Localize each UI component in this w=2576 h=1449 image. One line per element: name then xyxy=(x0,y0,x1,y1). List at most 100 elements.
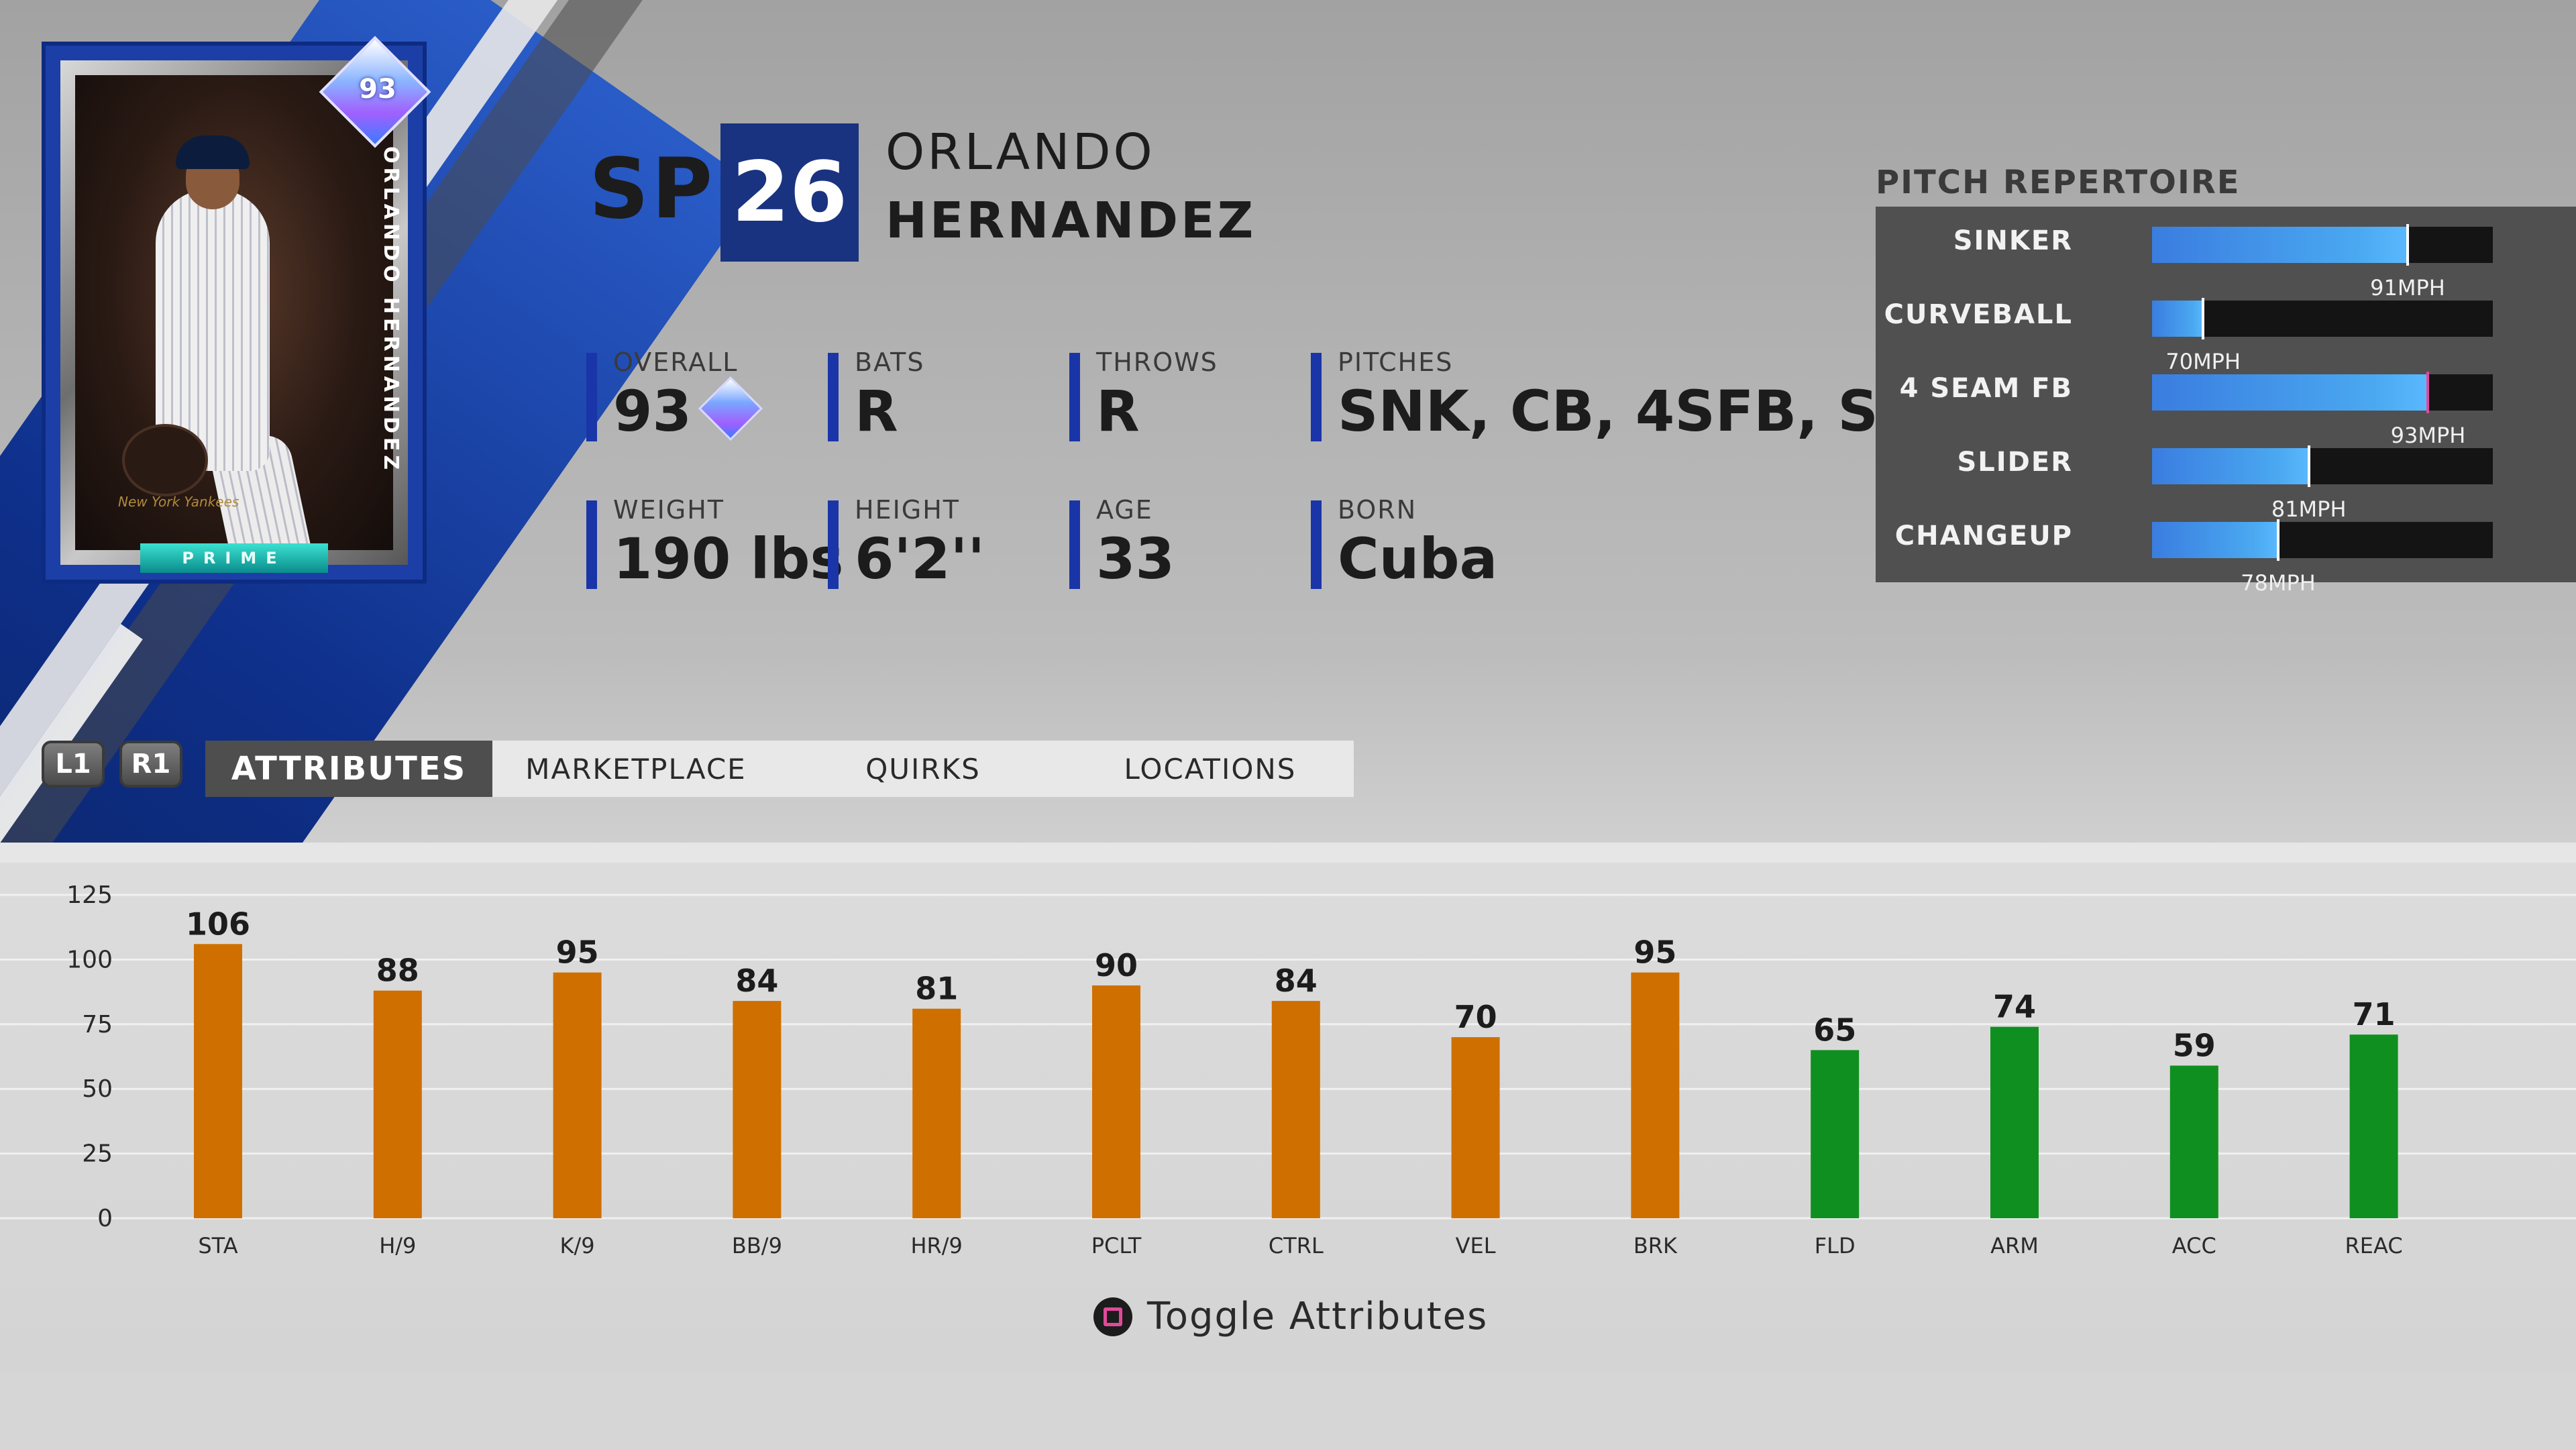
player-photo: New York Yankees xyxy=(75,75,393,550)
pitch-speed-marker xyxy=(2276,519,2279,561)
pitch-speed-fill xyxy=(2152,522,2278,558)
stat-overall-label: OVERALL xyxy=(613,347,739,377)
player-card: New York Yankees ORLANDO HERNANDEZ 93 PR… xyxy=(42,36,431,584)
tab-marketplace[interactable]: MARKETPLACE xyxy=(492,741,780,797)
attribute-bar xyxy=(194,944,242,1218)
stat-age-value: 33 xyxy=(1096,526,1175,592)
stat-throws-label: THROWS xyxy=(1096,347,1218,377)
attribute-value-label: 84 xyxy=(735,963,778,999)
attribute-bar xyxy=(2349,1034,2398,1218)
attributes-chart: 0 25 50 75 100 125 106 STA 88 H/9 95 K/9 84 BB/9 81 HR/… xyxy=(0,881,2576,1258)
stat-weight-label: WEIGHT xyxy=(613,495,725,525)
pitch-repertoire-title: PITCH REPERTOIRE xyxy=(1876,164,2241,201)
attribute-category-label: VEL xyxy=(1456,1233,1496,1258)
attribute-category-label: REAC xyxy=(2345,1233,2403,1258)
stat-overall: OVERALL 93 xyxy=(586,347,763,444)
diamond-icon xyxy=(698,376,763,441)
card-rating: 93 xyxy=(359,74,396,105)
pitch-name: 4 SEAM FB xyxy=(1899,373,2073,404)
attribute-bar xyxy=(373,990,422,1218)
pitch-speed-bar: 91MPH xyxy=(2152,224,2493,301)
pitch-row: 4 SEAM FB 93MPH xyxy=(1876,364,2576,448)
attribute-category-label: PCLT xyxy=(1091,1233,1142,1258)
pitch-speed-marker xyxy=(2307,445,2310,487)
photo-figure-body xyxy=(156,189,270,471)
attribute-category-label: BRK xyxy=(1633,1233,1678,1258)
pitch-speed-label: 70MPH xyxy=(2165,349,2241,374)
toggle-attributes-label: Toggle Attributes xyxy=(1147,1295,1489,1338)
tab-locations[interactable]: LOCATIONS xyxy=(1067,741,1354,797)
pitch-speed-fill xyxy=(2152,448,2309,484)
pitch-speed-bar: 81MPH xyxy=(2152,445,2493,522)
attribute-value-label: 88 xyxy=(376,953,419,989)
y-tick-label: 25 xyxy=(82,1140,113,1168)
card-team-name: New York Yankees xyxy=(118,494,239,510)
stat-overall-value: 93 xyxy=(613,378,692,444)
player-number: 26 xyxy=(720,123,859,262)
pitch-name: CHANGEUP xyxy=(1894,521,2073,551)
attribute-value-label: 71 xyxy=(2353,996,2396,1032)
attribute-category-label: STA xyxy=(198,1233,237,1258)
pitch-speed-bar: 93MPH xyxy=(2152,372,2493,448)
player-last-name: HERNANDEZ xyxy=(885,192,1256,250)
stat-height-value: 6'2'' xyxy=(855,526,985,592)
card-tier-label: PRIME xyxy=(140,543,328,573)
stat-overall-value-row: 93 xyxy=(613,376,763,444)
tab-quirks[interactable]: QUIRKS xyxy=(780,741,1067,797)
attribute-bar xyxy=(1631,972,1680,1218)
attribute-value-label: 90 xyxy=(1095,947,1138,983)
attribute-bar xyxy=(553,972,602,1218)
attribute-value-label: 74 xyxy=(1993,989,2036,1025)
stat-age: AGE 33 xyxy=(1069,495,1175,592)
attribute-bar xyxy=(1451,1037,1500,1218)
pitch-speed-label: 93MPH xyxy=(2390,423,2466,448)
stat-bats: BATS R xyxy=(828,347,924,444)
attribute-category-label: CTRL xyxy=(1269,1233,1324,1258)
y-tick-label: 0 xyxy=(97,1205,113,1232)
pitch-row: CHANGEUP 78MPH xyxy=(1876,511,2576,596)
pitch-speed-fill xyxy=(2152,374,2428,411)
attribute-bar xyxy=(1811,1050,1860,1218)
stat-born-value: Cuba xyxy=(1338,526,1498,592)
pitch-name: CURVEBALL xyxy=(1884,299,2073,330)
attribute-category-label: HR/9 xyxy=(910,1233,962,1258)
y-tick-label: 100 xyxy=(66,946,113,973)
attribute-value-label: 84 xyxy=(1275,963,1318,999)
attribute-bar xyxy=(1990,1026,2039,1218)
attribute-bar xyxy=(733,1001,782,1218)
pitch-speed-marker xyxy=(2426,372,2430,413)
attribute-category-label: FLD xyxy=(1815,1233,1856,1258)
stat-throws-value: R xyxy=(1096,378,1140,444)
attribute-value-label: 106 xyxy=(186,906,250,942)
attribute-category-label: ARM xyxy=(1990,1233,2039,1258)
photo-figure-cap xyxy=(176,136,250,169)
photo-figure-glove xyxy=(122,424,208,496)
stat-bats-value: R xyxy=(855,378,898,444)
tab-attributes[interactable]: ATTRIBUTES xyxy=(205,741,492,797)
pitch-name: SINKER xyxy=(1953,225,2073,256)
attribute-bar xyxy=(2169,1065,2218,1218)
attribute-value-label: 95 xyxy=(1633,934,1676,971)
attribute-category-label: BB/9 xyxy=(732,1233,782,1258)
attribute-category-label: ACC xyxy=(2172,1233,2216,1258)
pitch-speed-bar: 78MPH xyxy=(2152,519,2493,596)
pitch-repertoire-panel: SINKER 91MPH CURVEBALL 70MPH 4 SEAM FB 9… xyxy=(1876,207,2576,596)
pitch-speed-fill xyxy=(2152,301,2204,337)
r1-button[interactable]: R1 xyxy=(119,741,182,788)
y-tick-label: 75 xyxy=(82,1011,113,1038)
attribute-category-label: H/9 xyxy=(379,1233,416,1258)
attribute-category-label: K/9 xyxy=(560,1233,595,1258)
stat-pitches-label: PITCHES xyxy=(1338,347,1454,377)
stat-weight: WEIGHT 190 lbs xyxy=(586,495,844,592)
stat-height-label: HEIGHT xyxy=(855,495,961,525)
card-player-name: ORLANDO HERNANDEZ xyxy=(379,146,402,474)
pitch-speed-bar: 70MPH xyxy=(2152,298,2493,374)
player-position: SP xyxy=(589,141,716,237)
pitch-speed-label: 78MPH xyxy=(2241,570,2316,596)
stat-born: BORN Cuba xyxy=(1311,495,1497,592)
player-first-name: ORLANDO xyxy=(885,123,1155,181)
toggle-attributes-button[interactable]: Toggle Attributes xyxy=(1093,1295,1488,1338)
l1-button[interactable]: L1 xyxy=(42,741,105,788)
attribute-value-label: 59 xyxy=(2173,1027,2216,1063)
stat-throws: THROWS R xyxy=(1069,347,1218,444)
